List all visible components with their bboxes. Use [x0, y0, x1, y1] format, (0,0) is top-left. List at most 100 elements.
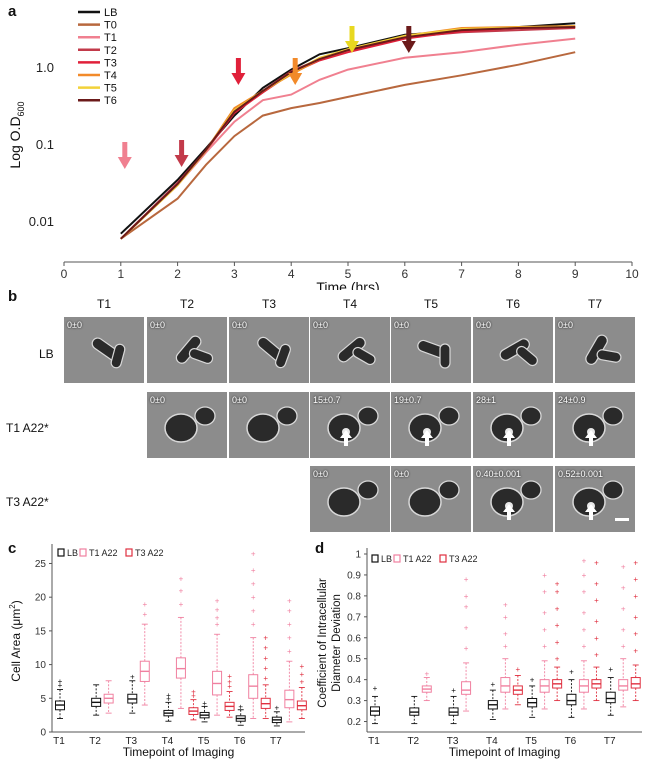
pointer-arrow-head — [585, 504, 597, 512]
outlier: + — [555, 621, 560, 630]
micrograph-image — [555, 466, 635, 532]
time-arrow — [292, 58, 298, 74]
outlier: + — [451, 686, 456, 695]
percent-value: 0±0 — [476, 320, 491, 330]
x-group-label: T2 — [89, 736, 101, 747]
x-tick-label: 7 — [458, 267, 465, 281]
y-axis-title-line2: Diameter Deviation — [331, 594, 343, 692]
series-line-T3 — [120, 26, 576, 240]
legend-label: T3 A22 — [135, 548, 164, 558]
micrograph-image — [229, 317, 309, 383]
rod-cell — [352, 346, 376, 366]
outlier: + — [594, 558, 599, 567]
outlier: + — [424, 669, 429, 678]
outlier: + — [300, 662, 305, 671]
outlier: + — [594, 634, 599, 643]
outlier: + — [179, 600, 184, 609]
outlier: + — [251, 607, 256, 616]
column-label-T3: T3 — [261, 297, 276, 311]
x-axis-title: Timepoint of Imaging — [123, 745, 235, 759]
outlier: + — [251, 620, 256, 629]
percent-value: 0±0 — [394, 469, 409, 479]
outlier: + — [503, 600, 508, 609]
legend-label-T3: T3 — [104, 57, 117, 69]
outlier: + — [621, 642, 626, 651]
y-tick-label: 0.7 — [347, 612, 361, 623]
outlier: + — [542, 609, 547, 618]
micrograph: 0±0 — [391, 317, 471, 383]
micrograph-image — [555, 392, 635, 458]
outlier: + — [166, 694, 171, 703]
round-cell — [438, 406, 460, 426]
micrograph: 19±0.7 — [391, 392, 471, 458]
micrograph-image — [64, 317, 144, 383]
micrograph: 0±0 — [555, 317, 635, 383]
percent-value: 0.40±0.001 — [476, 469, 521, 479]
x-group-label: T3 — [447, 736, 459, 747]
round-cell — [327, 487, 361, 517]
box-LB — [566, 693, 577, 706]
pointer-arrow — [344, 436, 348, 446]
outlier: + — [275, 704, 280, 713]
outlier: + — [300, 670, 305, 679]
outlier: + — [287, 634, 292, 643]
outlier: + — [263, 634, 268, 643]
outlier: + — [555, 588, 560, 597]
legend-label: LB — [381, 554, 392, 564]
percent-value: 24±0.9 — [558, 395, 586, 405]
round-cell — [194, 406, 216, 426]
outlier: + — [633, 592, 638, 601]
rod-cell — [439, 343, 451, 369]
x-group-label: T3 — [125, 736, 137, 747]
legend-label-T4: T4 — [104, 70, 117, 82]
row-label: LB — [39, 347, 54, 361]
percent-value: 0±0 — [558, 320, 573, 330]
outlier: + — [503, 630, 508, 639]
rod-cell — [188, 348, 214, 364]
micrograph-image — [473, 466, 553, 532]
time-arrow — [235, 58, 241, 74]
outlier: + — [464, 575, 469, 584]
micrograph-image — [229, 392, 309, 458]
row-label: T1 A22* — [6, 421, 49, 435]
outlier: + — [58, 677, 63, 686]
outlier: + — [582, 588, 587, 597]
outlier: + — [582, 642, 587, 651]
outlier: + — [464, 592, 469, 601]
x-group-label: T5 — [198, 736, 210, 747]
series-line-T4 — [120, 25, 576, 240]
x-tick-label: 5 — [345, 267, 352, 281]
outlier: + — [594, 617, 599, 626]
legend-swatch-LB — [371, 554, 379, 563]
column-label-T6: T6 — [505, 297, 520, 311]
outlier: + — [142, 600, 147, 609]
round-cell — [408, 487, 442, 517]
rod-cell — [275, 343, 291, 369]
time-arrow — [179, 140, 185, 156]
outlier: + — [594, 596, 599, 605]
outlier: + — [582, 571, 587, 580]
percent-value: 0±0 — [232, 395, 247, 405]
x-group-label: T7 — [604, 736, 616, 747]
time-arrow-head — [231, 73, 246, 85]
outlier: + — [215, 620, 220, 629]
outlier: + — [516, 665, 521, 674]
y-axis-title: Cell Area (μm2) — [8, 600, 23, 681]
diameter-deviation-boxplot: 0.2 0.3 0.4 0.5 0.6 0.7 0.8 0.9 1 T1 + T2 + T3 + + + + + + T… — [317, 548, 642, 759]
x-tick-label: 6 — [401, 267, 408, 281]
outlier: + — [621, 625, 626, 634]
outlier: + — [251, 593, 256, 602]
legend-swatch-T3 A22 — [125, 548, 133, 557]
time-arrow-head — [117, 157, 132, 169]
x-group-label: T1 — [368, 736, 380, 747]
y-tick-label: 1 — [355, 550, 361, 561]
outlier: + — [166, 691, 171, 700]
panel-c-label: c — [8, 540, 17, 557]
scale-bar — [615, 518, 629, 521]
x-group-label: T1 — [53, 736, 65, 747]
outlier: + — [227, 677, 232, 686]
box-LB — [605, 691, 616, 704]
outlier: + — [503, 642, 508, 651]
time-arrow — [406, 26, 412, 42]
percent-value: 15±0.7 — [313, 395, 341, 405]
